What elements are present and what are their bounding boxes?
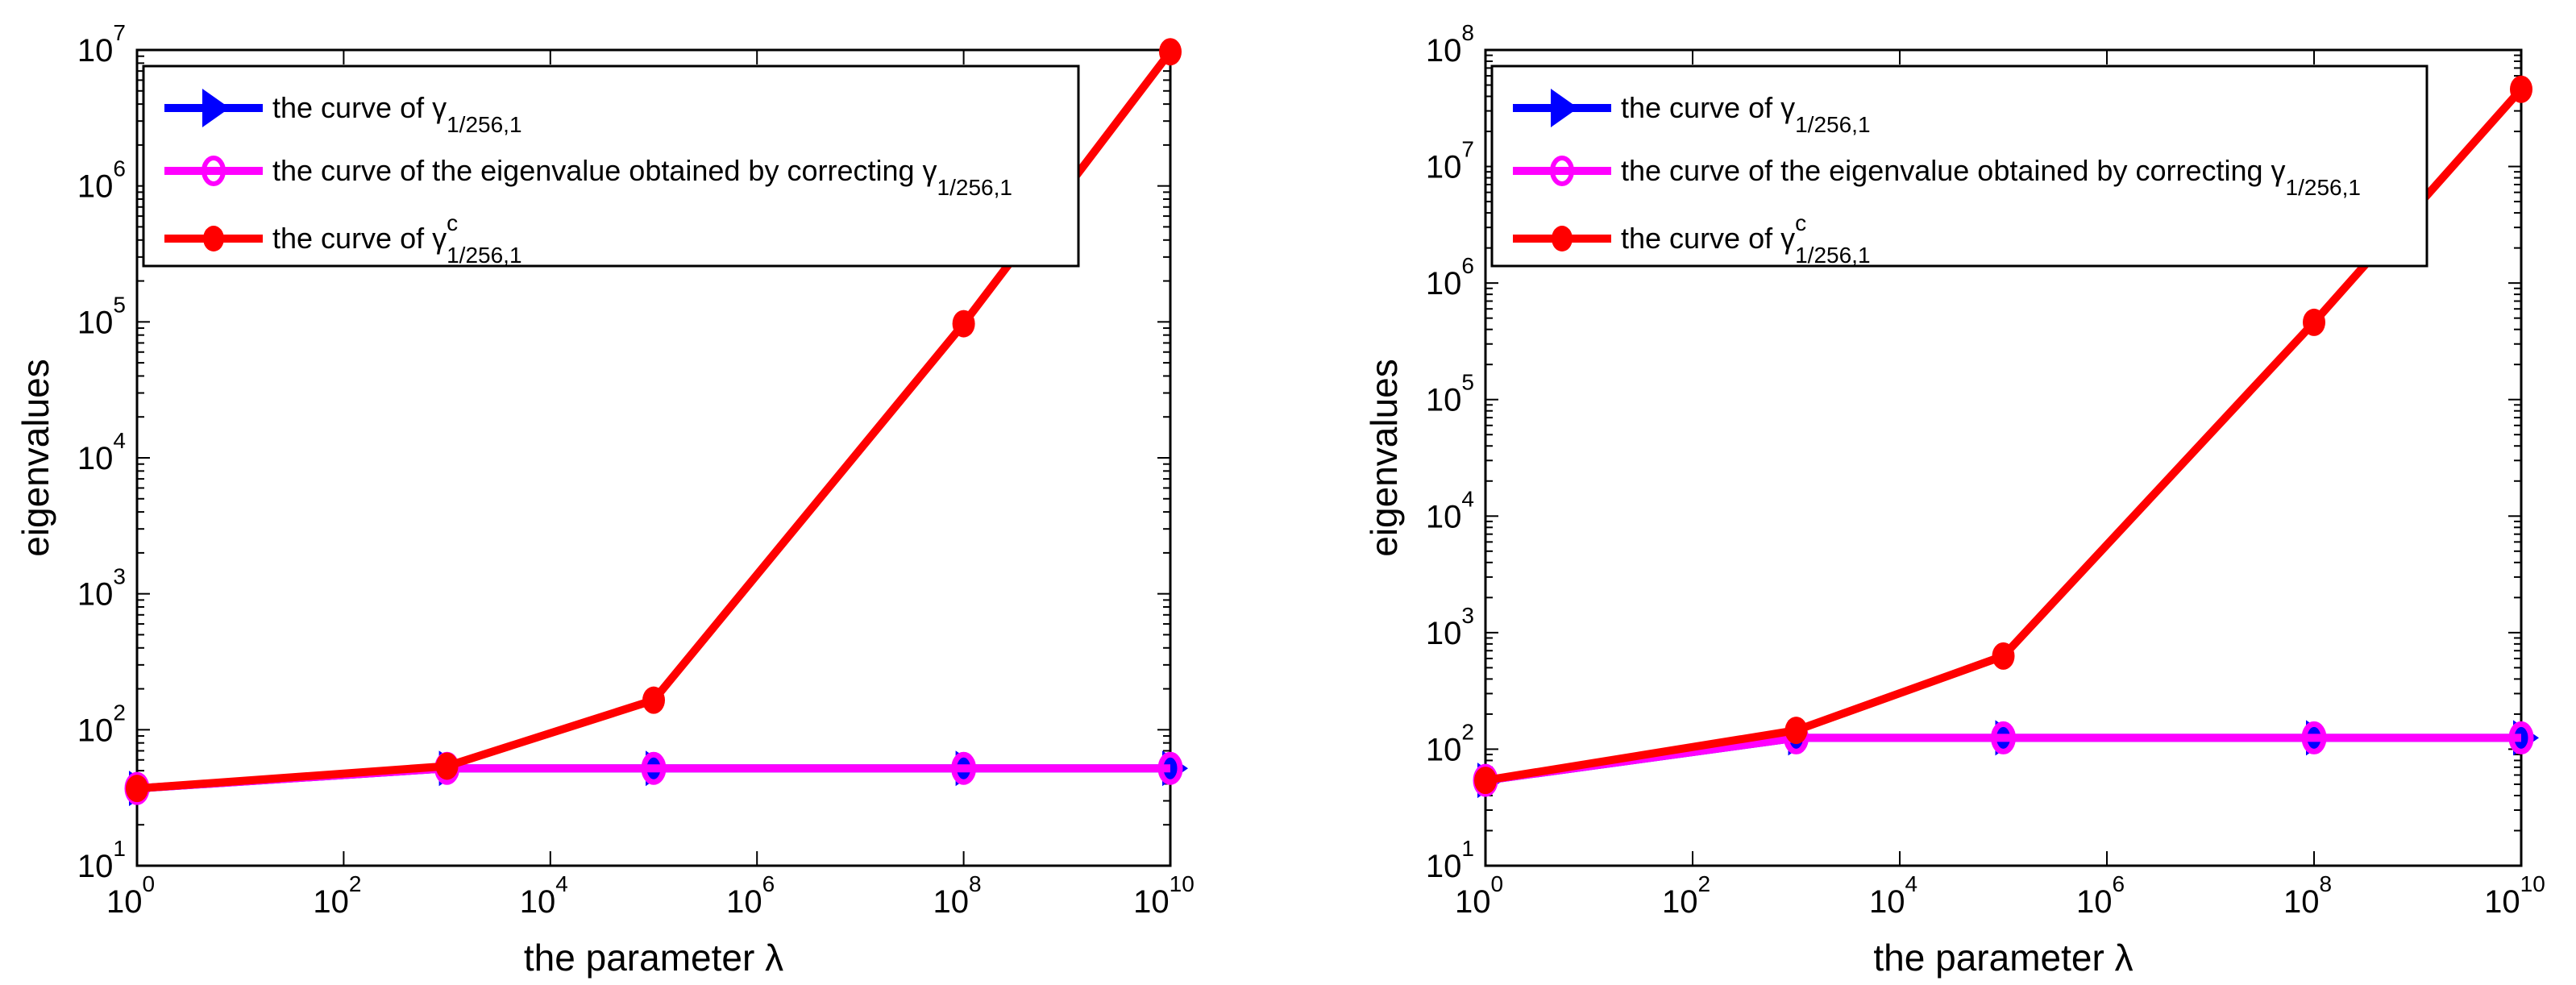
dot-marker <box>642 686 665 714</box>
dot-marker <box>1159 38 1182 66</box>
y-tick-label: 105 <box>77 292 126 340</box>
circle-marker <box>951 751 977 785</box>
y-tick-label: 107 <box>77 20 126 69</box>
series-layer <box>124 38 1188 807</box>
x-tick-label: 102 <box>1662 871 1710 920</box>
chart-panel-left: 101 102 103 104 105 106 107 100 102 104 106 108 1010… <box>15 20 1195 979</box>
dot-marker-icon <box>203 226 224 251</box>
x-tick-label: 100 <box>106 871 155 920</box>
x-tick-label: 1010 <box>1133 871 1195 920</box>
circle-marker <box>641 751 667 785</box>
x-tick-label: 102 <box>313 871 361 920</box>
circle-marker-icon <box>202 156 226 186</box>
y-tick-label: 106 <box>1426 253 1474 301</box>
triangle-marker <box>2513 720 2539 756</box>
log-log-plot-right: 101 102 103 104 105 106 107 108 100 102 104 106 108 1… <box>1363 20 2545 979</box>
x-tick-label: 1010 <box>2484 871 2545 920</box>
y-tick-label: 108 <box>1426 20 1474 69</box>
dot-marker <box>1474 767 1497 795</box>
x-tick-label: 106 <box>726 871 775 920</box>
plot-area-frame <box>1484 48 2523 867</box>
plot-area-frame <box>135 48 1172 867</box>
series-line-open-circle <box>1485 734 2521 785</box>
y-tick-label: 103 <box>77 564 126 613</box>
x-tick-label: 108 <box>2283 871 2332 920</box>
circle-marker <box>1991 721 2016 754</box>
dot-marker <box>126 775 148 803</box>
triangle-marker <box>1162 750 1188 787</box>
y-tick-label: 105 <box>1426 370 1474 418</box>
y-tick-label: 107 <box>1426 137 1474 185</box>
chart-panel-right: 101 102 103 104 105 106 107 108 100 102 104 106 108 1… <box>1288 0 2576 985</box>
dot-marker <box>1785 717 1808 745</box>
x-tick-label: 100 <box>1455 871 1503 920</box>
y-tick-label: 106 <box>77 156 126 205</box>
circle-marker <box>2508 721 2534 754</box>
y-tick-label: 103 <box>1426 603 1474 651</box>
dot-marker <box>435 752 459 780</box>
x-tick-label: 108 <box>933 871 982 920</box>
y-tick-label: 102 <box>1426 719 1474 767</box>
x-tick-label: 104 <box>1869 871 1917 920</box>
dot-marker <box>2510 75 2532 103</box>
triangle-marker-icon <box>1551 89 1578 127</box>
y-axis-label: eigenvalues <box>15 359 56 557</box>
circle-marker-icon <box>1550 156 1574 186</box>
y-tick-label: 104 <box>1426 486 1474 534</box>
triangle-marker-icon <box>202 89 230 127</box>
y-axis-label: eigenvalues <box>1363 359 1405 557</box>
y-tick-label: 102 <box>77 700 126 748</box>
log-log-plot-left: 101 102 103 104 105 106 107 100 102 104 106 108 1010… <box>15 20 1195 979</box>
y-tick-label: 104 <box>77 428 126 476</box>
y-tick-label: 101 <box>77 836 126 884</box>
dot-marker-icon <box>1552 226 1573 251</box>
x-tick-label: 104 <box>520 871 568 920</box>
circle-marker <box>1157 751 1183 785</box>
y-tick-label: 101 <box>1426 836 1474 884</box>
dot-marker <box>1992 642 2015 670</box>
x-axis-label: the parameter λ <box>1873 937 2133 979</box>
circle-marker <box>2301 721 2327 754</box>
x-axis-label: the parameter λ <box>524 937 783 979</box>
dot-marker <box>2303 308 2325 336</box>
dot-marker <box>952 310 975 338</box>
x-tick-label: 106 <box>2076 871 2125 920</box>
